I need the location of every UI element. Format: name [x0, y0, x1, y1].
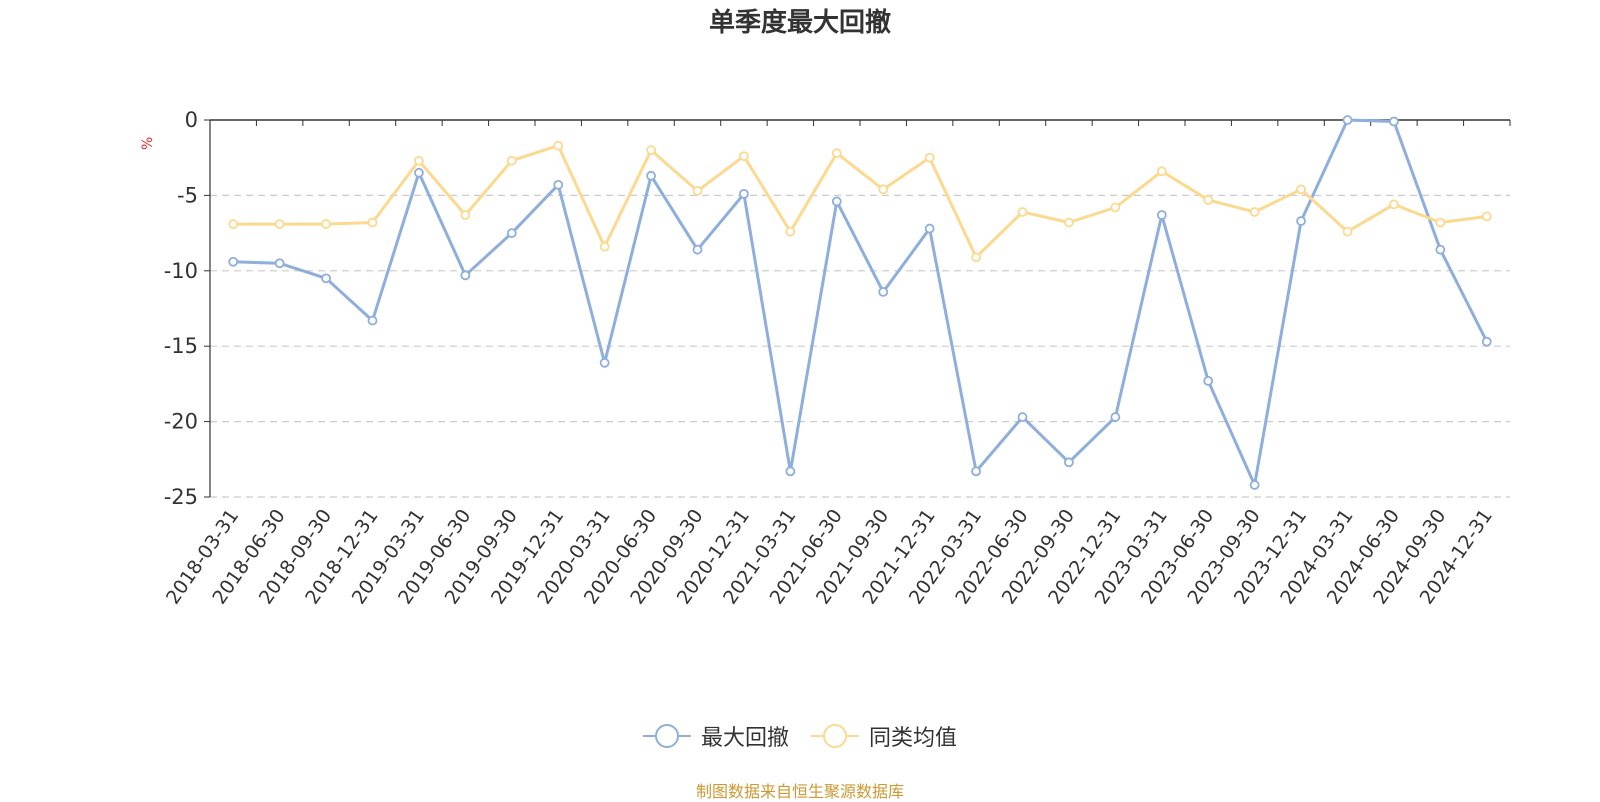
- data-point: [1342, 115, 1353, 125]
- data-point: [971, 252, 981, 263]
- y-tick-label: 0: [185, 108, 198, 132]
- data-point: [367, 315, 378, 326]
- data-point: [460, 270, 471, 281]
- y-tick-label: -10: [164, 259, 198, 283]
- data-point: [1435, 217, 1446, 228]
- y-tick-label: -20: [164, 410, 198, 434]
- data-point: [1203, 375, 1214, 386]
- y-axis-label: %: [140, 136, 156, 150]
- data-point: [739, 151, 749, 162]
- data-point: [1156, 166, 1167, 177]
- data-point: [1156, 210, 1167, 220]
- data-point: [228, 256, 239, 267]
- series-layer: [228, 115, 1492, 490]
- data-point: [1064, 457, 1074, 468]
- data-source-note: 制图数据来自恒生聚源数据库: [695, 782, 904, 801]
- data-point: [1389, 199, 1399, 210]
- data-point: [599, 241, 610, 252]
- legend-swatch-series-2: [811, 724, 859, 748]
- y-tick-label: -25: [164, 485, 198, 509]
- data-point: [971, 466, 981, 477]
- data-point: [692, 244, 703, 255]
- data-point: [599, 357, 610, 368]
- data-point: [1342, 226, 1353, 237]
- data-point: [646, 145, 656, 156]
- series-line-1: [233, 118, 1489, 487]
- legend-item-series-1[interactable]: 最大回撤: [642, 720, 789, 752]
- data-point: [274, 258, 285, 269]
- data-point: [1110, 202, 1121, 213]
- data-point: [924, 152, 935, 163]
- data-point: [1203, 195, 1214, 205]
- y-tick-label: -5: [177, 183, 198, 207]
- data-point: [321, 219, 331, 229]
- y-tick-label: -15: [164, 334, 198, 358]
- grid-layer: [210, 194, 1510, 498]
- series-line-2: [233, 144, 1487, 259]
- data-point: [228, 219, 239, 229]
- data-point: [692, 185, 703, 196]
- data-point: [1296, 216, 1306, 226]
- data-point: [1435, 244, 1446, 255]
- data-point: [1017, 207, 1028, 217]
- data-point: [414, 167, 424, 178]
- data-point: [831, 196, 842, 207]
- data-point: [739, 188, 749, 199]
- data-point: [646, 170, 656, 181]
- data-point: [506, 228, 517, 239]
- legend-swatch-series-1: [642, 724, 691, 748]
- data-point: [1017, 412, 1028, 422]
- data-point: [831, 148, 842, 159]
- data-point: [414, 155, 424, 166]
- legend-label-series-1: 最大回撤: [700, 726, 789, 751]
- data-point: [924, 223, 935, 234]
- data-point: [1481, 336, 1492, 347]
- data-point: [1064, 217, 1074, 228]
- data-point: [1249, 207, 1260, 217]
- data-point: [878, 184, 889, 195]
- label-layer: 0-5-10-15-20-252018-03-312018-06-302018-…: [162, 108, 1497, 608]
- legend-label-series-2: 同类均值: [869, 726, 958, 751]
- data-point: [878, 287, 889, 297]
- legend-item-series-2[interactable]: 同类均值: [811, 720, 957, 752]
- data-point: [785, 466, 796, 477]
- data-point: [785, 226, 796, 237]
- data-point: [460, 210, 471, 220]
- data-point: [1249, 480, 1260, 490]
- data-point: [553, 179, 564, 190]
- data-point: [1389, 116, 1399, 127]
- data-point: [1296, 184, 1306, 195]
- data-point: [1481, 211, 1492, 222]
- data-point: [553, 140, 564, 151]
- data-point: [506, 155, 517, 166]
- data-point: [321, 273, 331, 284]
- legend: 最大回撤 同类均值: [0, 720, 1600, 752]
- data-point: [274, 219, 285, 229]
- chart-title: 单季度最大回撤: [708, 8, 891, 38]
- data-point: [367, 217, 378, 228]
- data-point: [1110, 412, 1121, 422]
- axis-layer: [204, 119, 1511, 498]
